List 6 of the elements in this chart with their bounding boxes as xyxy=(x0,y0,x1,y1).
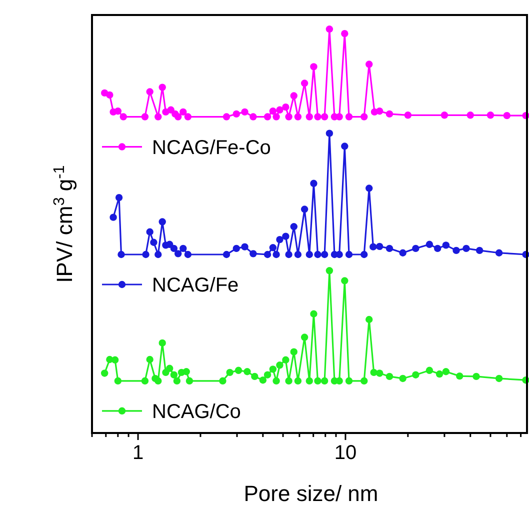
legend-label: NCAG/Co xyxy=(152,400,241,423)
legend-label: NCAG/Fe-Co xyxy=(152,136,271,159)
legend-label: NCAG/Fe xyxy=(152,274,239,296)
x-tick-label: 1 xyxy=(132,442,144,464)
x-axis-title: Pore size/ nm xyxy=(244,481,378,506)
x-tick-label: 10 xyxy=(334,442,357,464)
